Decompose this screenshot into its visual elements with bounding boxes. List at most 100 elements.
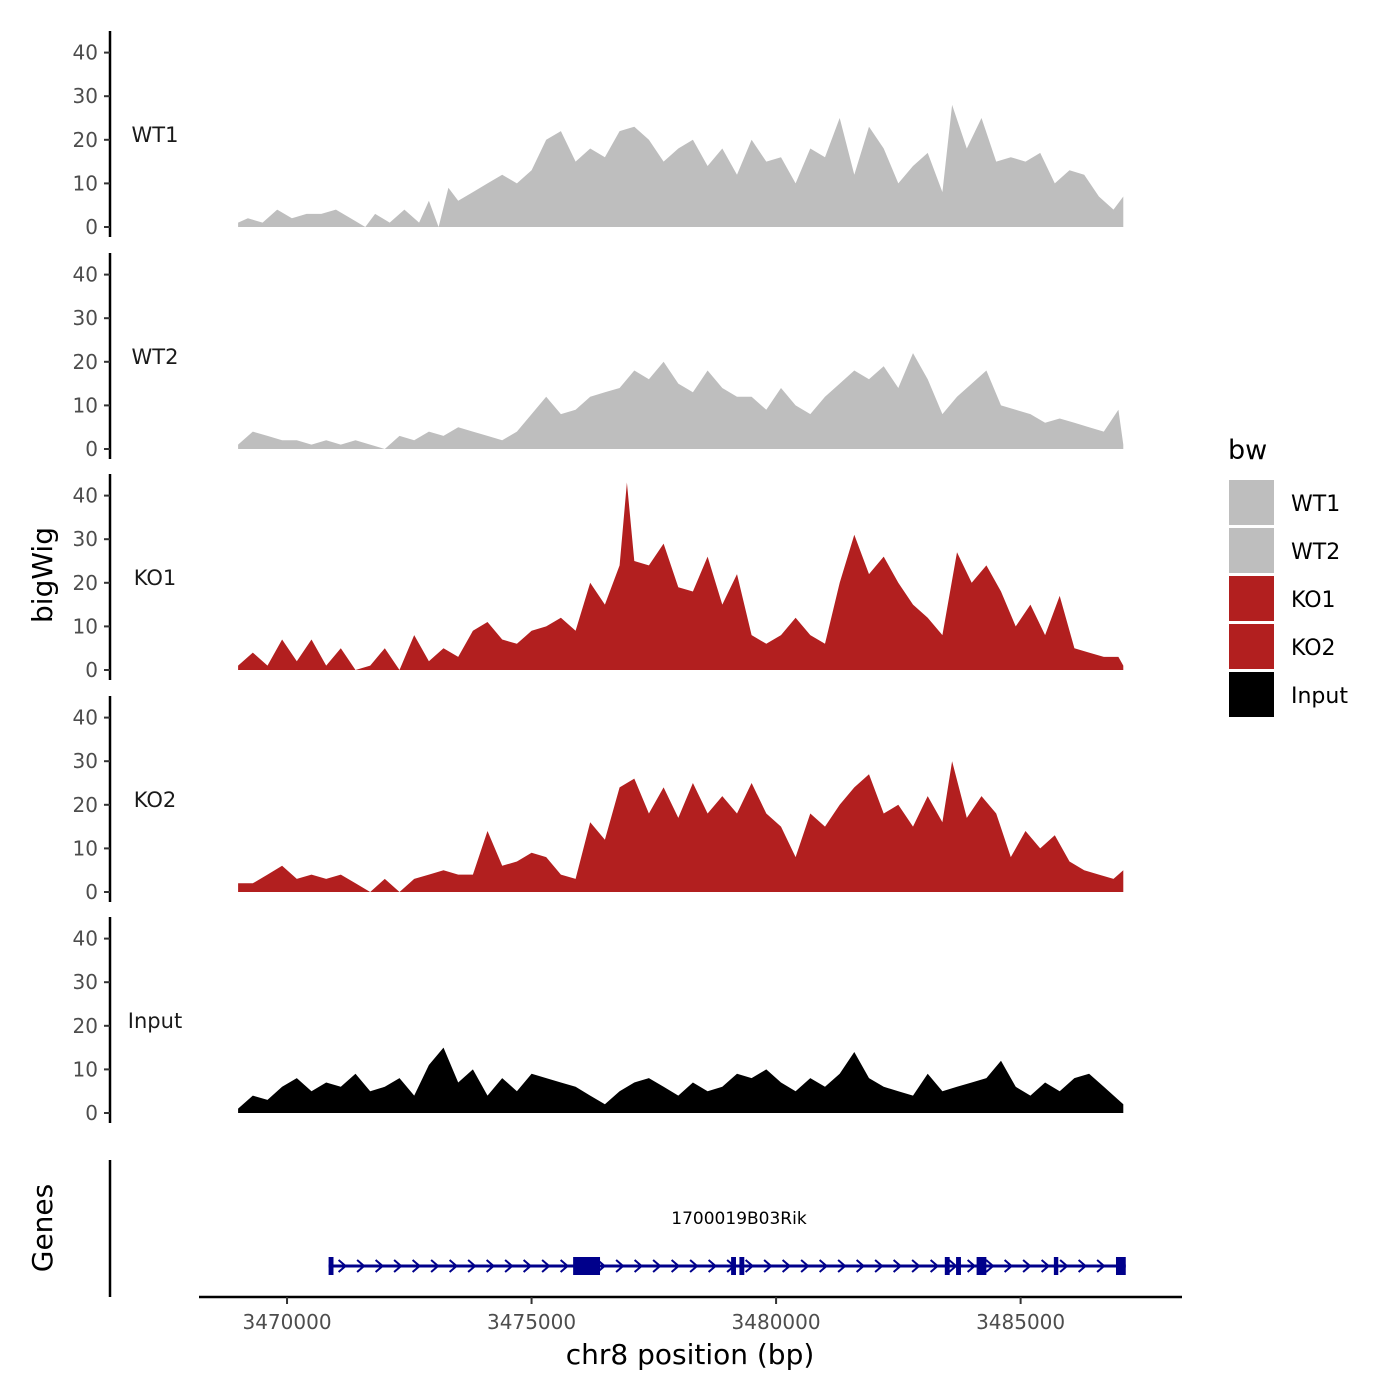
- gene-exon: [573, 1257, 601, 1275]
- legend-label: KO2: [1291, 636, 1336, 661]
- y-tick-label: 10: [73, 836, 98, 860]
- legend-label: Input: [1291, 684, 1348, 709]
- y-tick-label: 0: [85, 437, 98, 461]
- legend: bw WT1 WT2 KO1 KO2 Input: [1228, 435, 1348, 717]
- strand-arrow: [985, 1259, 995, 1273]
- y-tick-label: 40: [73, 706, 98, 730]
- y-tick-label: 20: [73, 350, 98, 374]
- gene-exon: [976, 1257, 987, 1275]
- x-ticks: 3470000 3475000 3480000 3485000: [242, 1297, 1065, 1334]
- strand-arrow: [448, 1259, 459, 1273]
- strand-arrow: [744, 1259, 755, 1273]
- genes-axis-title: Genes: [26, 1184, 59, 1272]
- track-area-ko1: [238, 482, 1124, 670]
- y-tick-label: 0: [85, 658, 98, 682]
- y-tick-label: 10: [73, 171, 98, 195]
- strand-arrow: [652, 1259, 662, 1273]
- y-tick-label: 20: [73, 1014, 98, 1038]
- y-tick-label: 40: [73, 41, 98, 65]
- y-tick-label: 30: [73, 970, 98, 994]
- y-tick-label: 0: [85, 880, 98, 904]
- track-ko1: 0 10 20 30 40 KO1: [73, 474, 1124, 682]
- track-label: Input: [128, 1009, 182, 1033]
- strand-arrow: [911, 1259, 921, 1273]
- gene-exon: [1115, 1257, 1126, 1275]
- gene-exon: [944, 1257, 950, 1275]
- strand-arrow: [541, 1259, 551, 1273]
- track-area-ko2: [238, 761, 1124, 892]
- strand-arrow: [633, 1259, 644, 1273]
- strand-arrow: [337, 1259, 348, 1273]
- gene-exon: [956, 1257, 961, 1275]
- y-tick-label: 10: [73, 614, 98, 638]
- legend-label: KO1: [1291, 588, 1336, 613]
- legend-label: WT1: [1291, 492, 1340, 517]
- strand-arrow: [411, 1259, 422, 1273]
- track-label: WT2: [132, 345, 179, 369]
- gene-name-label: 1700019B03Rik: [671, 1209, 807, 1229]
- legend-items: WT1 WT2 KO1 KO2 Input: [1229, 480, 1348, 717]
- strand-arrow: [818, 1259, 829, 1273]
- strand-arrow: [763, 1259, 773, 1273]
- y-tick-label: 30: [73, 527, 98, 551]
- gene-exon: [739, 1257, 745, 1275]
- strand-arrow: [670, 1259, 681, 1273]
- x-tick-label: 3485000: [976, 1310, 1065, 1334]
- track-wt2: 0 10 20 30 40 WT2: [73, 253, 1124, 461]
- strand-arrow: [1096, 1259, 1106, 1273]
- strand-arrow: [689, 1259, 699, 1273]
- y-tick-label: 20: [73, 571, 98, 595]
- track-input: 0 10 20 30 40 Input: [73, 917, 1124, 1125]
- legend-key-input: [1229, 672, 1274, 717]
- strand-arrow: [707, 1259, 718, 1273]
- strand-arrow: [837, 1259, 847, 1273]
- y-tick-label: 30: [73, 84, 98, 108]
- strand-arrow: [467, 1259, 477, 1273]
- y-tick-label: 20: [73, 128, 98, 152]
- strand-arrow: [393, 1259, 403, 1273]
- y-tick-label: 30: [73, 749, 98, 773]
- x-tick-label: 3480000: [732, 1310, 821, 1334]
- track-wt1: 0 10 20 30 40 WT1: [73, 31, 1124, 239]
- y-tick-label: 40: [73, 484, 98, 508]
- legend-key-wt1: [1229, 480, 1274, 525]
- strand-arrow: [1059, 1259, 1069, 1273]
- strand-arrow: [781, 1259, 792, 1273]
- gene-exon: [731, 1257, 736, 1275]
- x-tick-label: 3475000: [487, 1310, 576, 1334]
- legend-key-ko1: [1229, 576, 1274, 621]
- x-axis: 3470000 3475000 3480000 3485000 chr8 positi…: [199, 1295, 1182, 1371]
- y-tick-label: 30: [73, 306, 98, 330]
- strand-arrow: [485, 1259, 496, 1273]
- gene-model: [328, 1257, 1126, 1275]
- track-area-wt1: [238, 104, 1124, 227]
- gene-exon: [1053, 1257, 1059, 1275]
- y-axis-title: bigWig: [26, 527, 59, 623]
- strand-arrow: [874, 1259, 884, 1273]
- y-tick-label: 10: [73, 1057, 98, 1081]
- strand-arrow: [559, 1259, 570, 1273]
- strand-arrow: [1022, 1259, 1032, 1273]
- x-axis-title: chr8 position (bp): [566, 1338, 815, 1371]
- x-tick-label: 3470000: [242, 1310, 331, 1334]
- strand-arrow: [929, 1259, 940, 1273]
- track-ko2: 0 10 20 30 40 KO2: [73, 696, 1124, 904]
- strand-arrow: [855, 1259, 866, 1273]
- y-tick-label: 20: [73, 793, 98, 817]
- strand-arrow: [522, 1259, 533, 1273]
- y-tick-label: 0: [85, 1101, 98, 1125]
- y-tick-label: 40: [73, 927, 98, 951]
- strand-arrow: [504, 1259, 514, 1273]
- strand-arrow: [800, 1259, 810, 1273]
- gene-exon: [328, 1257, 334, 1275]
- legend-key-wt2: [1229, 528, 1274, 573]
- y-tick-label: 0: [85, 215, 98, 239]
- tracks: 0 10 20 30 40 WT1 0 10 20 30 40 WT2 0 10 20 30 40 KO1 0 10 2…: [73, 31, 1124, 1125]
- strand-arrow: [374, 1259, 385, 1273]
- strand-arrow: [966, 1259, 977, 1273]
- track-label: KO1: [134, 566, 177, 590]
- strand-arrow: [1040, 1259, 1051, 1273]
- strand-arrow: [356, 1259, 366, 1273]
- strand-arrow: [430, 1259, 440, 1273]
